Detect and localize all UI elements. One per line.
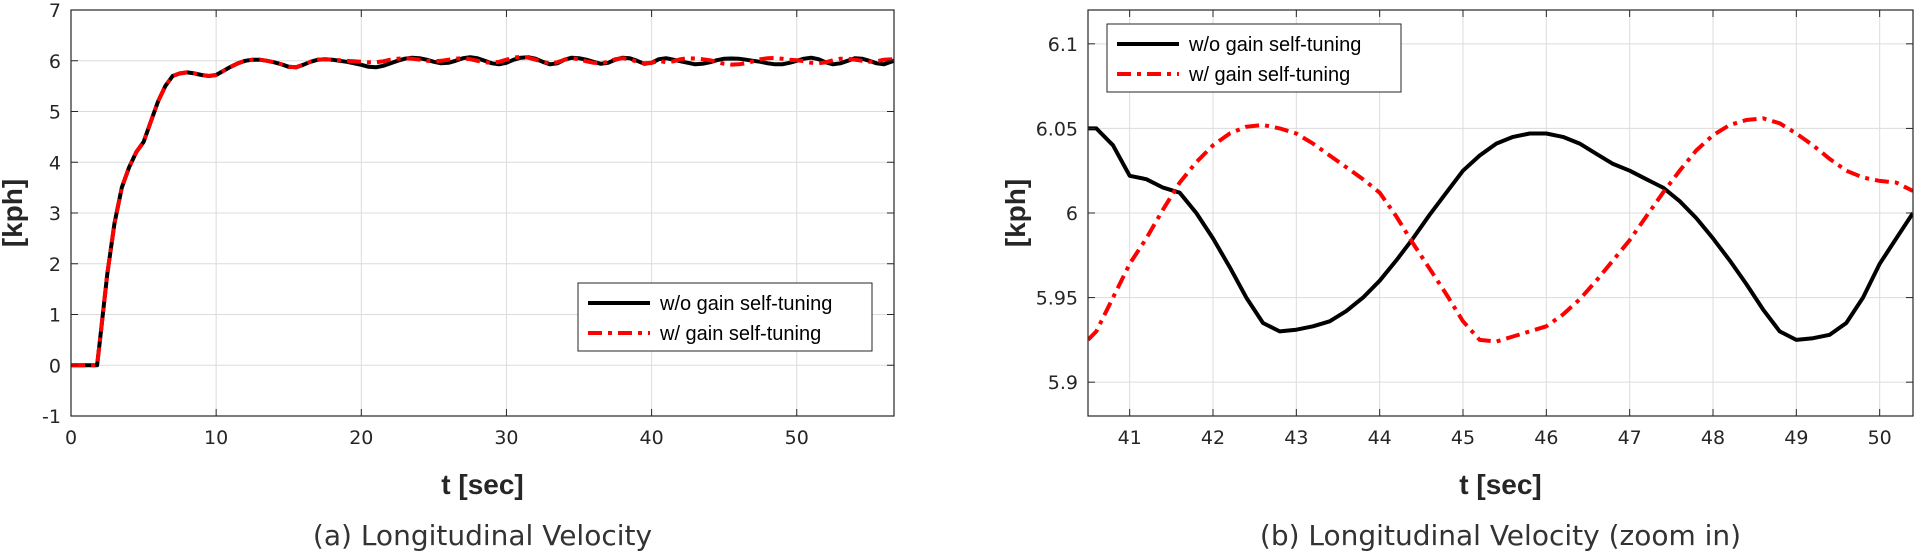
x-tick-label: 48 [1701,427,1725,449]
x-tick-label: 45 [1451,427,1475,449]
legend-label: w/ gain self-tuning [659,323,821,345]
x-tick-label: 43 [1284,427,1308,449]
y-tick-label: 0 [49,355,61,377]
y-tick-label: 6.05 [1036,118,1078,140]
series-line-with-tuning [1088,116,1913,344]
series-line-with-tuning [71,54,894,368]
x-tick-label: 20 [349,427,373,449]
legend-box [1106,23,1402,93]
legend-label: w/ gain self-tuning [1188,64,1350,86]
y-tick-label: 4 [49,152,61,174]
x-tick-label: 30 [494,427,518,449]
y-tick-label: 2 [49,254,61,276]
y-tick-label: 5.9 [1048,372,1078,394]
y-axis-label: [kph] [0,179,28,247]
x-tick-label: 41 [1118,427,1142,449]
y-axis-label: [kph] [1000,179,1031,247]
y-tick-label: -1 [42,406,61,428]
series-line-without-tuning [1088,126,1913,342]
legend-label: w/o gain self-tuning [659,293,832,315]
y-tick-label: 3 [49,203,61,225]
legend-a: w/o gain self-tuning w/ gain self-tuning [577,282,873,352]
x-tick-label: 50 [1868,427,1892,449]
x-tick-label: 49 [1784,427,1808,449]
x-axis-label: t [sec] [441,469,523,500]
y-tick-label: 5 [49,102,61,124]
y-tick-label: 7 [49,0,61,22]
chart-caption: (a) Longitudinal Velocity [313,519,652,552]
x-axis-label: t [sec] [1459,469,1541,500]
x-tick-label: 50 [785,427,809,449]
x-tick-label: 10 [204,427,228,449]
y-tick-label: 1 [49,305,61,327]
x-tick-label: 0 [65,427,77,449]
x-tick-label: 44 [1368,427,1392,449]
y-tick-label: 6.1 [1048,34,1078,56]
x-tick-label: 42 [1201,427,1225,449]
y-tick-label: 5.95 [1036,288,1078,310]
x-tick-label: 40 [640,427,664,449]
legend-label: w/o gain self-tuning [1188,34,1361,56]
y-tick-label: 6 [1066,203,1078,225]
chart-panel-b: 41 42 43 44 45 46 47 48 49 50 5.9 5.95 6 6.05 6.1 t [se… [1000,9,1914,552]
y-tick-label: 6 [49,51,61,73]
legend-box [577,282,873,352]
x-tick-label: 46 [1534,427,1558,449]
chart-caption: (b) Longitudinal Velocity (zoom in) [1260,519,1741,552]
legend-b: w/o gain self-tuning w/ gain self-tuning [1106,23,1402,93]
x-tick-label: 47 [1618,427,1642,449]
